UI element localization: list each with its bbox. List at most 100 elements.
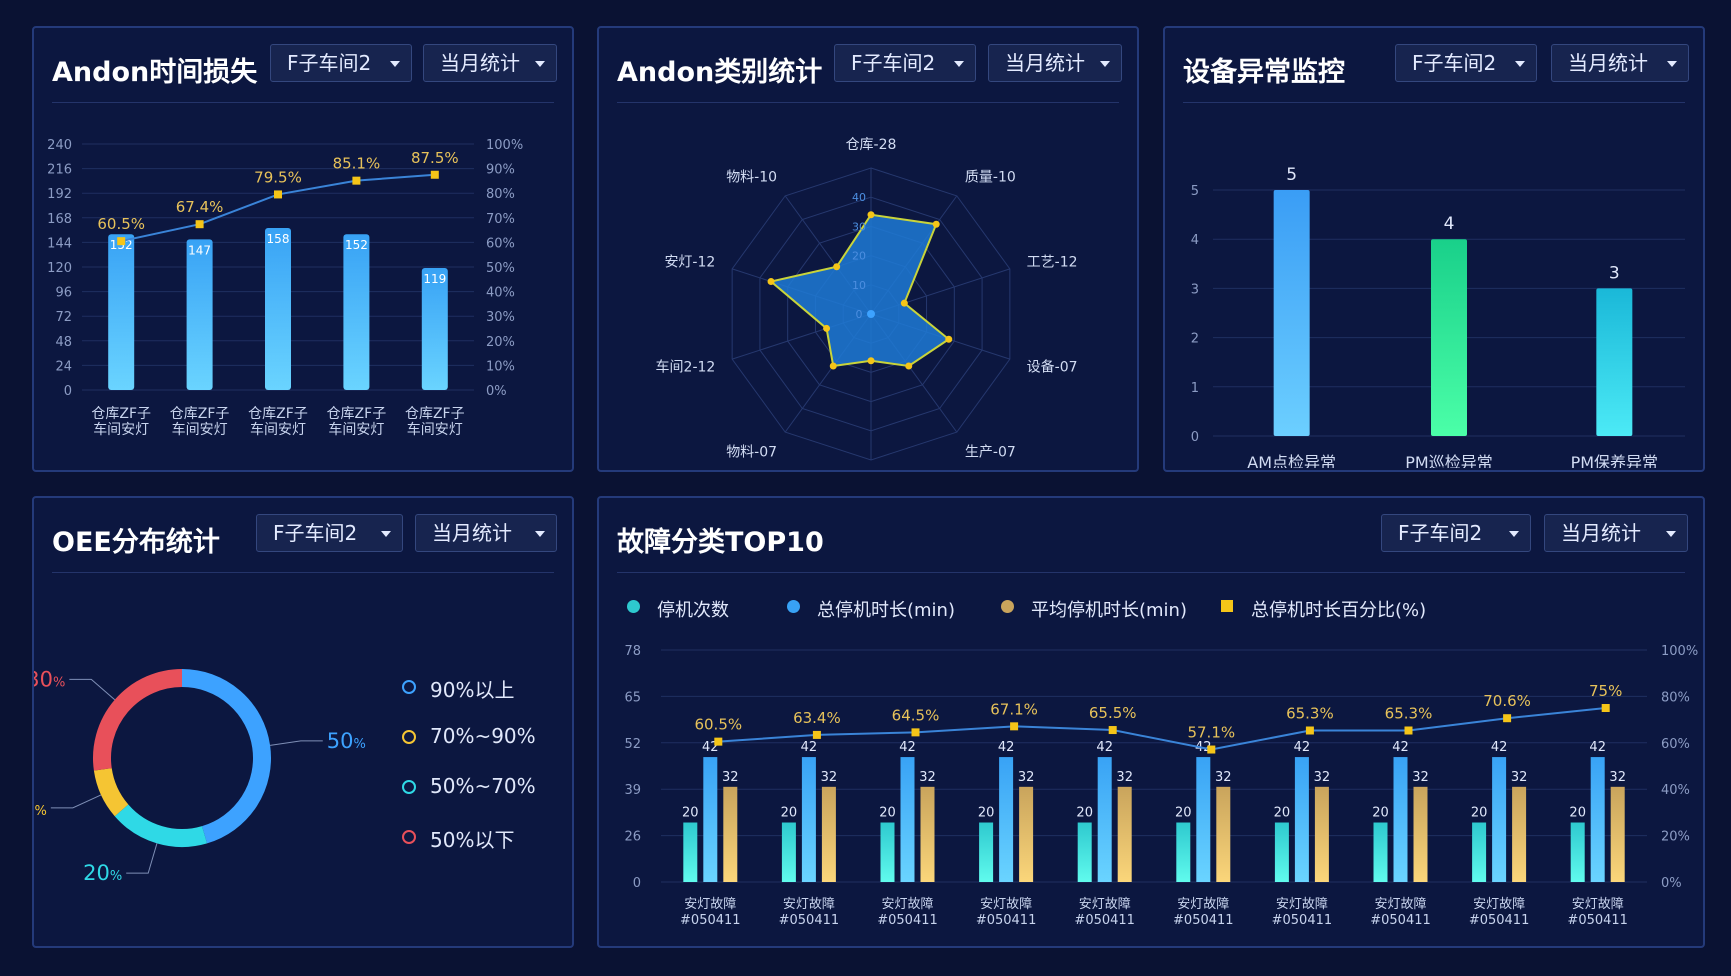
caret-down-icon <box>535 61 545 67</box>
bar-value-label: 32 <box>1314 770 1331 785</box>
radar-axis-label: 质量-10 <box>965 169 1016 185</box>
dropdown-value: 当月统计 <box>1005 51 1085 75</box>
line-point <box>1010 722 1019 731</box>
bar <box>1431 239 1467 436</box>
y2-tick-label: 20% <box>1661 830 1690 845</box>
bar <box>1570 822 1585 882</box>
radar-axis-label: 仓库-28 <box>846 137 897 153</box>
bar-value-label: 32 <box>1609 770 1626 785</box>
bar <box>1097 757 1112 882</box>
period-dropdown[interactable]: 当月统计 <box>1551 44 1689 82</box>
x-tick-label: 安灯故障#050411 <box>1469 897 1530 928</box>
y-tick-label: 39 <box>624 783 641 798</box>
x-tick-label: 安灯故障#050411 <box>1370 897 1431 928</box>
line-value-label: 65.5% <box>1089 704 1137 722</box>
bar-value-label: 32 <box>1511 770 1528 785</box>
x-tick-label: 安灯故障#050411 <box>976 897 1037 928</box>
x-tick-label: 安灯故障#050411 <box>1173 897 1234 928</box>
line-value-label: 87.5% <box>411 149 459 167</box>
y2-tick-label: 100% <box>486 138 523 153</box>
radar-axis-label: 物料-10 <box>726 169 777 185</box>
line-value-label: 67.4% <box>176 198 224 216</box>
bar-value-label: 20 <box>1471 806 1488 821</box>
dropdown-value: 当月统计 <box>432 521 512 545</box>
x-tick-label: 安灯故障#050411 <box>1567 897 1628 928</box>
legend-square-icon <box>1221 600 1233 612</box>
radar-axis-label: 车间2-12 <box>656 359 716 376</box>
bar-value-label: 20 <box>682 806 699 821</box>
y2-tick-label: 100% <box>1661 644 1698 659</box>
bar <box>1590 757 1605 882</box>
legend-label: 70%~90% <box>430 724 536 748</box>
line-point <box>1404 726 1413 735</box>
period-dropdown[interactable]: 当月统计 <box>1544 514 1688 552</box>
donut-slice <box>181 669 271 844</box>
x-tick-label: 仓库ZF子车间安灯 <box>91 406 151 438</box>
line-value-label: 63.4% <box>793 709 841 727</box>
bar <box>979 822 994 882</box>
fault-top10-chart: 0 0%26 20%39 40%52 60%65 80%78 100%204232安灯故障#… <box>624 644 1698 928</box>
dropdown-value: F子车间2 <box>1412 51 1497 75</box>
bar-value-label: 32 <box>1116 770 1133 785</box>
bar <box>1492 757 1507 882</box>
slice-label: 20% <box>83 861 122 885</box>
legend-label: 总停机时长百分比(%) <box>1251 600 1427 621</box>
line-point <box>352 176 361 185</box>
radar-point <box>932 220 940 228</box>
panel-fault: 故障分类TOP10 F子车间2 当月统计 停机次数 总停机时长(min) 平均停机时… <box>597 496 1705 948</box>
bar-value-label: 42 <box>1589 740 1606 755</box>
bar-value-label: 3 <box>1609 263 1620 283</box>
radar-axis-label: 生产-07 <box>965 445 1016 461</box>
caret-down-icon <box>1515 61 1525 67</box>
radar-point <box>867 211 875 219</box>
caret-down-icon <box>1100 61 1110 67</box>
workshop-dropdown[interactable]: F子车间2 <box>834 44 976 82</box>
period-dropdown[interactable]: 当月统计 <box>423 44 557 82</box>
legend-label: 50%~70% <box>430 774 536 798</box>
label-leader <box>69 678 116 701</box>
y-tick-label: 78 <box>624 644 641 659</box>
legend-circle-icon <box>402 830 416 844</box>
workshop-dropdown[interactable]: F子车间2 <box>270 44 412 82</box>
line-value-label: 75% <box>1589 682 1622 700</box>
y-tick-label: 2 <box>1191 332 1199 347</box>
bar <box>1472 822 1487 882</box>
y2-tick-label: 10% <box>486 359 515 374</box>
legend-label: 90%以上 <box>430 678 515 702</box>
legend-circle-icon <box>402 680 416 694</box>
line-point <box>1601 704 1610 712</box>
y-tick-label: 168 <box>47 212 72 227</box>
bar-value-label: 32 <box>1412 770 1429 785</box>
caret-down-icon <box>390 61 400 67</box>
workshop-dropdown[interactable]: F子车间2 <box>1381 514 1531 552</box>
period-dropdown[interactable]: 当月统计 <box>415 514 557 552</box>
workshop-dropdown[interactable]: F子车间2 <box>1395 44 1537 82</box>
legend-circle-icon <box>402 730 416 744</box>
workshop-dropdown[interactable]: F子车间2 <box>256 514 403 552</box>
period-dropdown[interactable]: 当月统计 <box>988 44 1122 82</box>
panel-title: Andon时间损失 <box>52 57 258 88</box>
divider <box>617 572 1685 573</box>
dropdown-value: F子车间2 <box>287 51 372 75</box>
x-tick-label: 安灯故障#050411 <box>1074 897 1135 928</box>
label-leader <box>126 843 158 874</box>
y2-tick-label: 40% <box>1661 783 1690 798</box>
line-value-label: 67.1% <box>990 700 1038 718</box>
bar <box>920 786 935 882</box>
y-tick-label: 0 <box>633 876 641 891</box>
bar-value-label: 147 <box>188 243 211 257</box>
y-tick-label: 4 <box>1191 233 1199 248</box>
y-tick-label: 240 <box>47 138 72 153</box>
bar <box>265 228 291 390</box>
bar <box>1610 786 1625 882</box>
bar-value-label: 119 <box>423 272 446 286</box>
radar-axis-label: 物料-07 <box>726 445 777 461</box>
bar <box>1274 822 1289 882</box>
dropdown-value: 当月统计 <box>1568 51 1648 75</box>
y-tick-label: 1 <box>1191 381 1199 396</box>
panel-title: OEE分布统计 <box>52 527 220 558</box>
bar <box>421 268 448 390</box>
radar-point <box>833 263 841 271</box>
y2-tick-label: 90% <box>486 163 515 178</box>
radar-point <box>867 357 875 365</box>
